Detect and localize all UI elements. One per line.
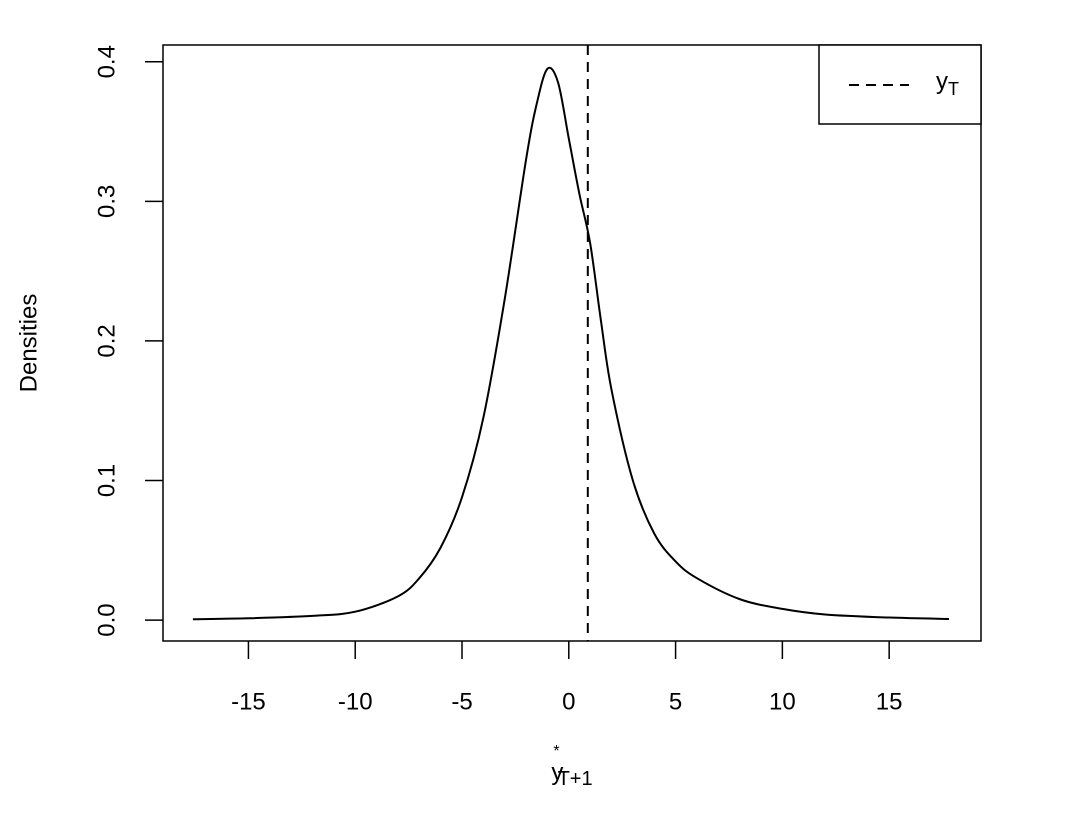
legend-label-base: y xyxy=(936,68,948,95)
y-tick-label: 0.4 xyxy=(93,45,120,78)
x-tick-label: 0 xyxy=(562,688,575,715)
y-tick-label: 0.3 xyxy=(93,185,120,218)
legend-label-sub: T xyxy=(948,79,959,99)
density-line xyxy=(192,66,949,621)
x-tick-label: 15 xyxy=(876,688,903,715)
x-label-sub: T+1 xyxy=(558,768,593,790)
x-label-base: y xyxy=(551,759,563,786)
plot-frame xyxy=(162,44,982,642)
x-axis-label: y* T+1 xyxy=(551,743,592,790)
y-tick-label: 0.2 xyxy=(93,324,120,357)
x-tick-label: -5 xyxy=(451,688,472,715)
x-tick-label: -10 xyxy=(338,688,373,715)
x-tick-label: -15 xyxy=(231,688,266,715)
y-axis-label: Densities xyxy=(15,294,42,393)
x-label-sup: * xyxy=(553,743,559,760)
legend-label: yT xyxy=(936,68,959,98)
x-tick-label: 10 xyxy=(769,688,796,715)
x-tick-label: 5 xyxy=(669,688,682,715)
y-tick-label: 0.1 xyxy=(93,464,120,497)
y-tick-label: 0.0 xyxy=(93,603,120,636)
